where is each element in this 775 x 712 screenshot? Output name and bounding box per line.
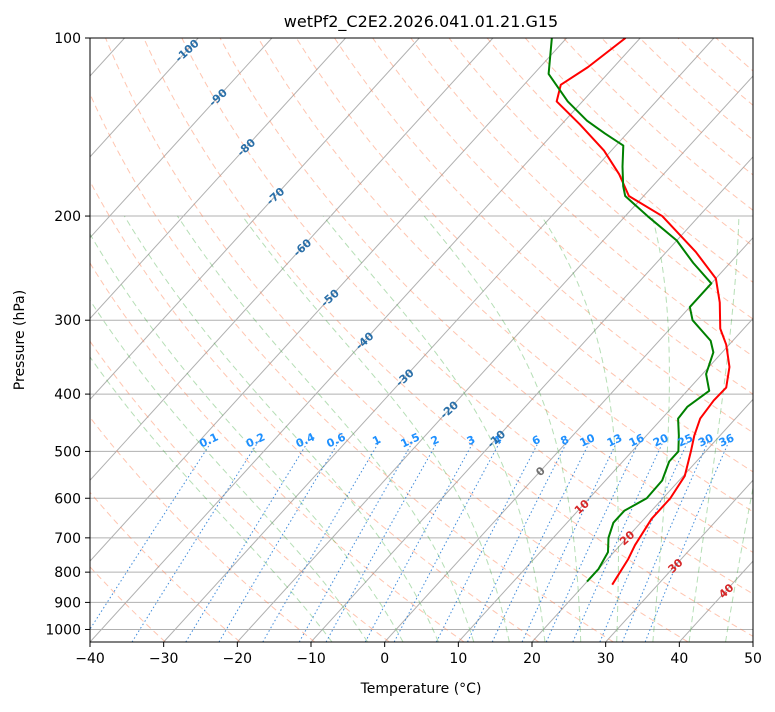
y-tick-label: 900: [54, 595, 81, 611]
mixing-ratio-label: 30: [696, 431, 716, 449]
mixing-ratio-line: [435, 440, 540, 642]
dry-adiabat: [90, 566, 166, 642]
moist-adiabat: [177, 215, 475, 642]
y-tick-label: 1000: [45, 622, 81, 638]
moist-adiabat: [423, 215, 582, 642]
dry-adiabat: [90, 340, 390, 642]
moist-adiabat: [90, 356, 333, 642]
mixing-ratio-line: [545, 440, 640, 642]
mixing-ratio-line: [621, 440, 709, 642]
mixing-ratio-line: [364, 440, 475, 642]
moist-adiabat: [123, 215, 439, 642]
y-tick-label: 600: [54, 491, 81, 507]
isotherm-line: [90, 38, 346, 320]
isotherm-line: [90, 38, 273, 239]
isotherm-line: [163, 38, 715, 642]
dry-adiabat: [143, 38, 753, 637]
moist-adiabat: [541, 215, 619, 642]
mixing-ratio-line: [262, 440, 381, 642]
mixing-ratio-line: [131, 440, 260, 642]
dry-adiabat: [90, 92, 614, 642]
isotherm-line: [90, 38, 641, 642]
dry-adiabat: [448, 38, 753, 320]
x-tick-label: 10: [449, 651, 467, 667]
background-lines: [90, 38, 753, 642]
x-axis-label: Temperature (°C): [360, 681, 482, 697]
mixing-ratio-label: 36: [717, 431, 737, 449]
y-axis-label: Pressure (hPa): [12, 290, 28, 390]
y-tick-label: 800: [54, 565, 81, 581]
x-tick-label: 30: [597, 651, 615, 667]
temperature-profile-line: [555, 38, 731, 586]
moist-adiabat: [688, 216, 740, 642]
y-tick-label: 200: [54, 209, 81, 225]
mixing-ratio-label: 13: [605, 431, 624, 449]
isotherm-line: [90, 38, 420, 401]
mixing-ratio-line: [572, 440, 664, 642]
x-tick-label: −10: [296, 651, 326, 667]
y-tick-label: 500: [54, 444, 81, 460]
mixing-ratio-line: [298, 440, 414, 642]
isotherm-line: [236, 75, 753, 642]
mixing-ratio-label: 10: [578, 431, 598, 449]
plot-frame: [89, 37, 754, 643]
mixing-ratio-line: [599, 440, 689, 642]
mixing-ratio-label: 20: [651, 431, 671, 449]
profile-series: [547, 38, 731, 586]
y-tick-label: 100: [54, 31, 81, 47]
dewpoint-profile-line: [547, 38, 715, 583]
mixing-ratio-label: 25: [676, 431, 695, 449]
mixing-ratio-line: [325, 440, 439, 642]
moist-adiabat: [725, 485, 753, 642]
mixing-ratio-line: [218, 440, 340, 642]
isotherm-line: [90, 38, 494, 482]
dry-adiabat: [219, 38, 753, 553]
y-tick-label: 700: [54, 531, 81, 547]
moist-adiabat: [90, 299, 369, 642]
isotherm-line: [605, 479, 753, 642]
dry-adiabat: [410, 38, 753, 357]
y-tick-label: 300: [54, 313, 81, 329]
moist-adiabat: [90, 233, 404, 642]
dry-adiabat: [90, 262, 465, 642]
dry-adiabat: [257, 38, 753, 513]
isotherm-line: [90, 38, 567, 562]
dry-adiabat: [90, 491, 241, 642]
x-tick-label: 0: [380, 651, 389, 667]
moist-adiabat: [322, 215, 546, 642]
mixing-ratio-label: 16: [627, 431, 647, 449]
isotherm-line: [90, 38, 199, 158]
dry-adiabat: [181, 38, 753, 595]
y-tick-label: 400: [54, 387, 81, 403]
isotherm-line: [457, 317, 753, 642]
axes: −40 −30 −20 −10 0 10 20 30 40 50 1000 900 800 700 600 5…: [45, 31, 762, 667]
x-tick-label: −30: [149, 651, 179, 667]
mixing-ratio-line: [467, 440, 569, 642]
isotherm-line: [531, 398, 753, 642]
x-tick-label: 50: [744, 651, 762, 667]
x-tick-label: −40: [75, 651, 105, 667]
chart-title: wetPf2_C2E2.2026.041.01.21.G15: [284, 12, 558, 32]
mixing-ratio-line: [90, 440, 213, 631]
dry-adiabat: [486, 38, 753, 283]
moist-adiabat: [241, 215, 510, 642]
moist-adiabat: [651, 215, 670, 642]
isotherm-line: [384, 236, 753, 642]
isotherm-line: [310, 156, 753, 642]
dry-adiabat: [105, 38, 689, 642]
x-tick-label: −20: [223, 651, 253, 667]
dry-adiabat: [90, 180, 540, 642]
x-tick-label: 20: [523, 651, 541, 667]
mixing-ratio-line: [185, 440, 309, 642]
dry-adiabat: [90, 416, 315, 642]
x-tick-label: 40: [670, 651, 688, 667]
